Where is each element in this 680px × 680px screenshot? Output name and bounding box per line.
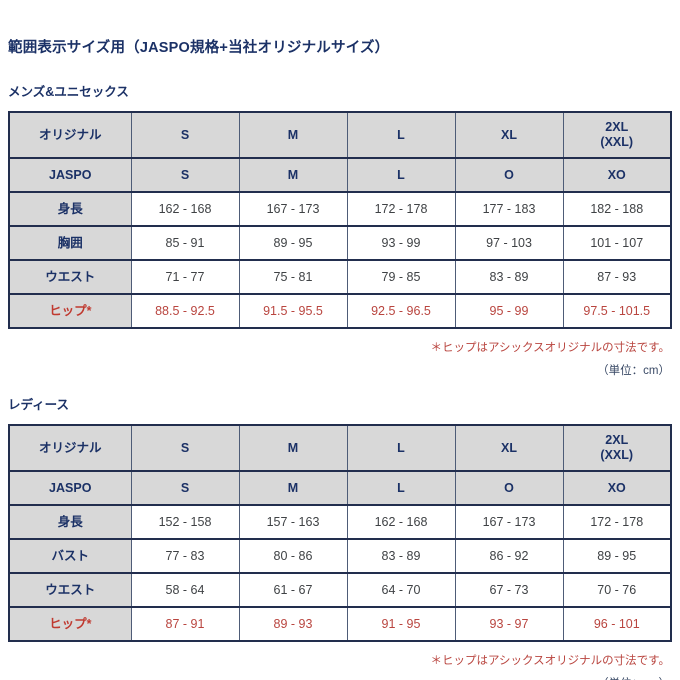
measurement-value-cell: 71 - 77 <box>130 259 240 295</box>
size-name-cell: O <box>454 470 564 506</box>
size-name-cell: L <box>346 424 456 472</box>
size-name-cell: M <box>238 470 348 506</box>
size-system-label: JASPO <box>8 470 132 506</box>
size-system-label: オリジナル <box>8 424 132 472</box>
measurement-value-cell: 182 - 188 <box>562 191 672 227</box>
size-name-cell: 2XL (XXL) <box>562 424 672 472</box>
measurement-value-cell: 162 - 168 <box>130 191 240 227</box>
size-name-cell: L <box>346 157 456 193</box>
size-name-cell: XO <box>562 470 672 506</box>
measurement-value-cell: 167 - 173 <box>454 504 564 540</box>
size-name-cell: M <box>238 157 348 193</box>
page-title: 範囲表示サイズ用（JASPO規格+当社オリジナルサイズ） <box>8 40 390 56</box>
measurement-label: 身長 <box>8 191 132 227</box>
measurement-value-cell: 152 - 158 <box>130 504 240 540</box>
measurement-value-cell: 64 - 70 <box>346 572 456 608</box>
measurement-label: 身長 <box>8 504 132 540</box>
measurement-value-cell: 87 - 93 <box>562 259 672 295</box>
measurement-value-cell: 61 - 67 <box>238 572 348 608</box>
measurement-value-cell: 93 - 97 <box>454 606 564 642</box>
measurement-value-cell: 88.5 - 92.5 <box>130 293 240 329</box>
size-name-cell: M <box>238 424 348 472</box>
size-section-mens: メンズ&ユニセックス オリジナル S M L XL 2XL (XXL) JASPO S M L O X… <box>8 81 672 378</box>
size-name-cell: M <box>238 111 348 159</box>
size-name-cell: L <box>346 111 456 159</box>
table-row: 身長 162 - 168 167 - 173 172 - 178 177 - 183 18… <box>8 191 672 227</box>
size-name-cell: L <box>346 470 456 506</box>
measurement-value-cell: 83 - 89 <box>346 538 456 574</box>
section-heading: レディース <box>8 398 70 412</box>
sections-container: メンズ&ユニセックス オリジナル S M L XL 2XL (XXL) JASPO S M L O X… <box>8 81 672 680</box>
measurement-value-cell: 89 - 95 <box>562 538 672 574</box>
measurement-value-cell: 167 - 173 <box>238 191 348 227</box>
measurement-value-cell: 97.5 - 101.5 <box>562 293 672 329</box>
unit-note: （単位：cm） <box>597 365 670 377</box>
measurement-value-cell: 87 - 91 <box>130 606 240 642</box>
size-name-cell: S <box>130 111 240 159</box>
size-table-ladies: オリジナル S M L XL 2XL (XXL) JASPO S M L O XO 身長 152 - 15… <box>8 424 672 642</box>
measurement-value-cell: 70 - 76 <box>562 572 672 608</box>
size-system-label: JASPO <box>8 157 132 193</box>
measurement-value-cell: 83 - 89 <box>454 259 564 295</box>
measurement-value-cell: 162 - 168 <box>346 504 456 540</box>
measurement-label: バスト <box>8 538 132 574</box>
measurement-value-cell: 101 - 107 <box>562 225 672 261</box>
header-row: JASPO S M L O XO <box>8 157 672 193</box>
measurement-value-cell: 91 - 95 <box>346 606 456 642</box>
size-table-mens: オリジナル S M L XL 2XL (XXL) JASPO S M L O XO 身長 162 - 16… <box>8 111 672 329</box>
measurement-value-cell: 86 - 92 <box>454 538 564 574</box>
measurement-value-cell: 91.5 - 95.5 <box>238 293 348 329</box>
measurement-value-cell: 95 - 99 <box>454 293 564 329</box>
measurement-value-cell: 97 - 103 <box>454 225 564 261</box>
measurement-value-cell: 89 - 95 <box>238 225 348 261</box>
measurement-value-cell: 172 - 178 <box>346 191 456 227</box>
measurement-label: ヒップ* <box>8 293 132 329</box>
size-name-cell: XL <box>454 111 564 159</box>
measurement-value-cell: 96 - 101 <box>562 606 672 642</box>
measurement-value-cell: 157 - 163 <box>238 504 348 540</box>
table-row: ヒップ* 87 - 91 89 - 93 91 - 95 93 - 97 96 - 101 <box>8 606 672 642</box>
measurement-value-cell: 85 - 91 <box>130 225 240 261</box>
measurement-label: ヒップ* <box>8 606 132 642</box>
size-name-cell: S <box>130 157 240 193</box>
table-row: 胸囲 85 - 91 89 - 95 93 - 99 97 - 103 101 - 107 <box>8 225 672 261</box>
section-heading: メンズ&ユニセックス <box>8 85 129 99</box>
measurement-value-cell: 172 - 178 <box>562 504 672 540</box>
size-system-label: オリジナル <box>8 111 132 159</box>
measurement-label: 胸囲 <box>8 225 132 261</box>
measurement-value-cell: 75 - 81 <box>238 259 348 295</box>
hip-footnote: ＊ヒップはアシックスオリジナルの寸法です。 <box>430 342 670 354</box>
size-name-cell: O <box>454 157 564 193</box>
measurement-value-cell: 67 - 73 <box>454 572 564 608</box>
measurement-label: ウエスト <box>8 572 132 608</box>
size-section-ladies: レディース オリジナル S M L XL 2XL (XXL) JASPO S M L O XO 身長 15… <box>8 394 672 680</box>
size-name-cell: XL <box>454 424 564 472</box>
table-row: 身長 152 - 158 157 - 163 162 - 168 167 - 173 17… <box>8 504 672 540</box>
measurement-value-cell: 79 - 85 <box>346 259 456 295</box>
table-row: ウエスト 71 - 77 75 - 81 79 - 85 83 - 89 87 - 93 <box>8 259 672 295</box>
size-name-cell: XO <box>562 157 672 193</box>
measurement-value-cell: 93 - 99 <box>346 225 456 261</box>
hip-footnote: ＊ヒップはアシックスオリジナルの寸法です。 <box>430 655 670 667</box>
measurement-label: ウエスト <box>8 259 132 295</box>
table-row: バスト 77 - 83 80 - 86 83 - 89 86 - 92 89 - 95 <box>8 538 672 574</box>
unit-note: （単位：cm） <box>8 675 670 680</box>
measurement-value-cell: 89 - 93 <box>238 606 348 642</box>
measurement-value-cell: 77 - 83 <box>130 538 240 574</box>
table-row: ウエスト 58 - 64 61 - 67 64 - 70 67 - 73 70 - 76 <box>8 572 672 608</box>
measurement-value-cell: 58 - 64 <box>130 572 240 608</box>
header-row: オリジナル S M L XL 2XL (XXL) <box>8 424 672 472</box>
table-row: ヒップ* 88.5 - 92.5 91.5 - 95.5 92.5 - 96.5 95 … <box>8 293 672 329</box>
header-row: JASPO S M L O XO <box>8 470 672 506</box>
measurement-value-cell: 80 - 86 <box>238 538 348 574</box>
measurement-value-cell: 177 - 183 <box>454 191 564 227</box>
measurement-value-cell: 92.5 - 96.5 <box>346 293 456 329</box>
size-name-cell: S <box>130 470 240 506</box>
size-name-cell: 2XL (XXL) <box>562 111 672 159</box>
size-name-cell: S <box>130 424 240 472</box>
header-row: オリジナル S M L XL 2XL (XXL) <box>8 111 672 159</box>
